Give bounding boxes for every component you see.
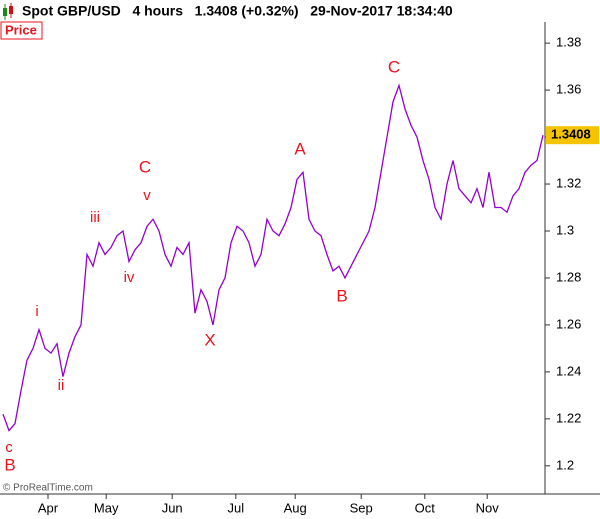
panel-label-box bbox=[0, 21, 43, 40]
wave-label: iii bbox=[90, 209, 100, 226]
x-tick-label: Apr bbox=[38, 500, 59, 515]
wave-label: B bbox=[336, 286, 347, 305]
x-tick-label: Jun bbox=[162, 500, 183, 515]
chart-title: Spot GBP/USD 4 hours 1.3408 (+0.32%) 29-… bbox=[22, 3, 453, 19]
wave-label: i bbox=[35, 303, 38, 320]
wave-label: X bbox=[204, 330, 215, 349]
header-icon bbox=[3, 3, 13, 20]
x-tick-label: Aug bbox=[284, 500, 307, 515]
x-tick-label: Nov bbox=[476, 500, 500, 515]
y-tick-label: 1.22 bbox=[556, 410, 581, 425]
x-tick-label: Sep bbox=[350, 500, 373, 515]
wave-label: C bbox=[139, 157, 151, 176]
x-tick-label: Jul bbox=[227, 500, 244, 515]
wave-label: v bbox=[143, 187, 151, 204]
wave-label: C bbox=[388, 57, 400, 76]
wave-label: B bbox=[4, 455, 15, 474]
x-tick-label: Oct bbox=[415, 500, 436, 515]
wave-label: c bbox=[5, 439, 13, 456]
y-tick-label: 1.3 bbox=[556, 222, 574, 237]
x-tick-label: May bbox=[94, 500, 119, 515]
y-tick-label: 1.36 bbox=[556, 82, 581, 97]
panel-label: Price bbox=[5, 22, 37, 37]
price-line bbox=[2, 83, 544, 432]
y-tick-label: 1.26 bbox=[556, 316, 581, 331]
y-tick-label: 1.38 bbox=[556, 35, 581, 50]
y-tick-label: 1.32 bbox=[556, 175, 581, 190]
credit: © ProRealTime.com bbox=[3, 483, 93, 494]
y-tick-label: 1.2 bbox=[556, 457, 574, 472]
y-tick-label: 1.24 bbox=[556, 363, 581, 378]
wave-label: ii bbox=[58, 377, 65, 394]
wave-label: A bbox=[294, 139, 306, 158]
last-price-label: 1.3408 bbox=[551, 127, 591, 142]
last-price-box bbox=[546, 126, 599, 145]
wave-label: iv bbox=[124, 269, 135, 286]
y-tick-label: 1.28 bbox=[556, 269, 581, 284]
